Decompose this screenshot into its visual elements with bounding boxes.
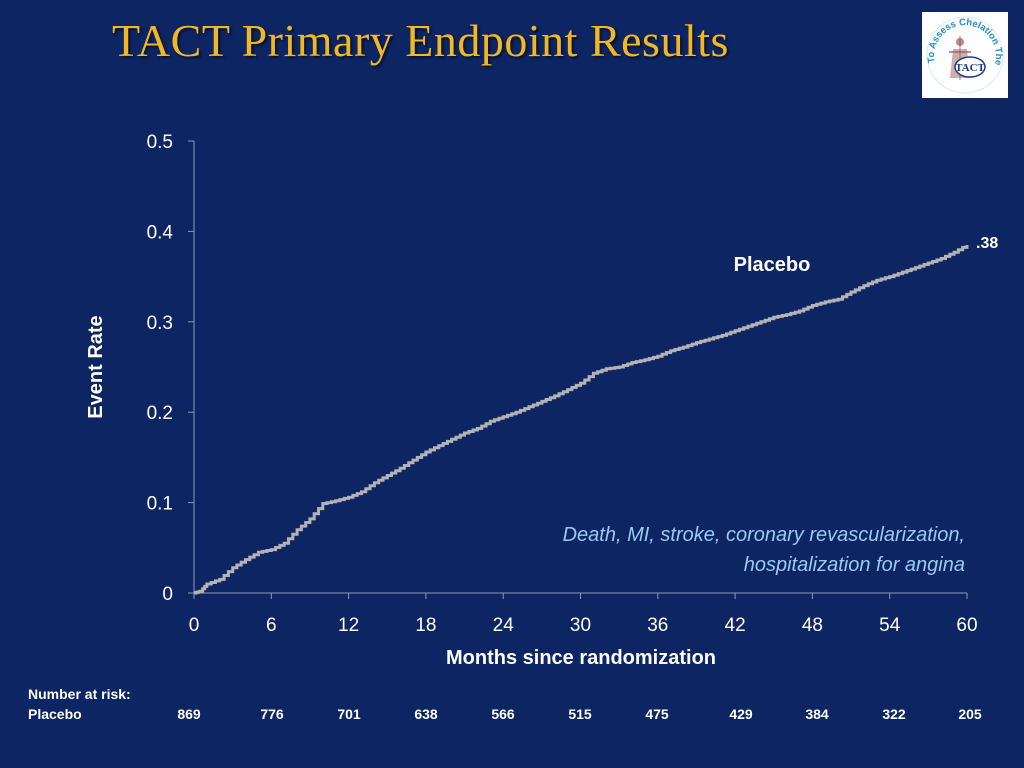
number-at-risk-table: Number at risk: Placebo 869 776 701 638 566 5… <box>28 686 1008 726</box>
series-line-placebo <box>194 245 969 595</box>
risk-value: 322 <box>882 706 906 722</box>
risk-value: 566 <box>491 706 515 722</box>
x-tick-label: 24 <box>493 615 515 636</box>
y-axis-title: Event Rate <box>85 315 107 418</box>
logo-center-text: TACT <box>955 62 985 74</box>
x-tick-label: 60 <box>956 615 977 636</box>
risk-table-title: Number at risk: <box>28 686 131 702</box>
tact-logo: Trial To Assess Chelation Therapy TACT <box>922 12 1008 98</box>
risk-value: 701 <box>337 706 361 722</box>
x-tick-label: 30 <box>570 615 591 636</box>
series-label-placebo: Placebo <box>734 254 811 276</box>
x-tick-label: 18 <box>415 615 436 636</box>
risk-value: 515 <box>568 706 592 722</box>
x-axis-title: Months since randomization <box>446 647 716 669</box>
y-tick-label: 0 <box>162 584 173 605</box>
x-axis: 0 6 12 18 24 30 36 42 48 54 60 <box>189 592 978 636</box>
risk-value: 205 <box>958 706 982 722</box>
risk-row-label: Placebo <box>28 706 82 722</box>
y-axis: 0 0.1 0.2 0.3 0.4 0.5 <box>147 132 195 605</box>
risk-value: 869 <box>177 706 201 722</box>
x-tick-label: 54 <box>879 615 901 636</box>
x-tick-label: 0 <box>189 615 200 636</box>
x-tick-label: 36 <box>647 615 668 636</box>
y-tick-label: 0.2 <box>147 403 173 424</box>
y-tick-label: 0.3 <box>147 313 173 334</box>
x-tick-label: 48 <box>802 615 823 636</box>
slide-title: TACT Primary Endpoint Results <box>112 15 729 66</box>
x-tick-label: 12 <box>338 615 359 636</box>
risk-value: 475 <box>645 706 669 722</box>
risk-value: 638 <box>414 706 438 722</box>
logo-center-oval <box>954 56 986 78</box>
y-tick-label: 0.1 <box>147 494 173 515</box>
risk-value: 429 <box>729 706 753 722</box>
endpoint-definition-line2: hospitalization for angina <box>744 554 965 576</box>
y-tick-label: 0.4 <box>147 222 174 243</box>
series-group <box>194 245 969 595</box>
risk-value: 384 <box>805 706 829 722</box>
endpoint-definition-line1: Death, MI, stroke, coronary revasculariz… <box>563 524 965 546</box>
y-tick-label: 0.5 <box>147 132 173 153</box>
endpoint-value-label: .38 <box>976 235 998 252</box>
x-tick-label: 6 <box>266 615 277 636</box>
tact-logo-graphic: Trial To Assess Chelation Therapy TACT <box>922 12 1004 94</box>
x-tick-label: 42 <box>725 615 746 636</box>
risk-value: 776 <box>260 706 284 722</box>
